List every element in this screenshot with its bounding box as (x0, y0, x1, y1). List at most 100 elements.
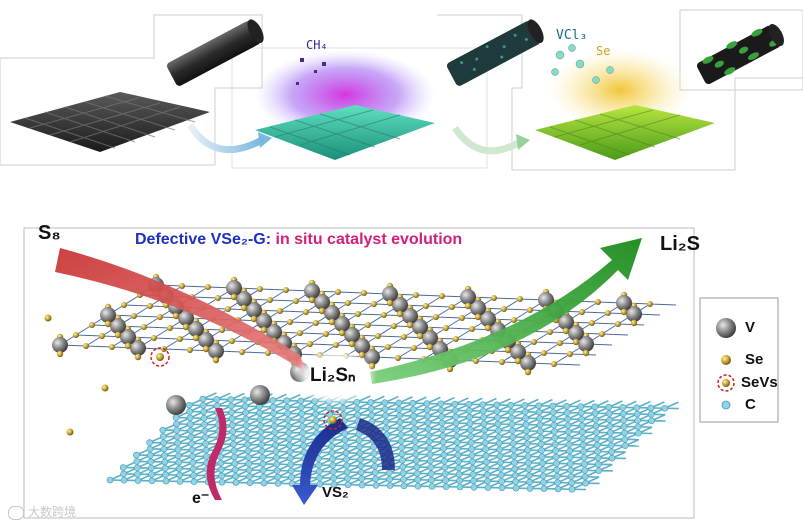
se-atom (365, 322, 371, 328)
se-atom (328, 318, 336, 326)
v-atom (626, 306, 642, 322)
se-atom (541, 350, 547, 356)
title-part2: in situ catalyst evolution (271, 231, 463, 248)
se-atom (104, 320, 112, 328)
v-atom (250, 385, 270, 405)
se-atom (416, 332, 424, 340)
v-atom (460, 289, 476, 305)
se-atom (83, 343, 89, 349)
se-atom (504, 346, 512, 354)
se-atom (524, 368, 532, 376)
se-atom (406, 321, 414, 329)
se-atom (557, 340, 563, 346)
se-atom (56, 350, 64, 358)
se-atom (167, 325, 173, 331)
v-atom (246, 302, 262, 318)
se-atom (527, 307, 533, 313)
v-atom (188, 321, 204, 337)
se-atom (219, 327, 225, 333)
legend-c-label: C (745, 396, 756, 413)
se-atom (212, 356, 220, 364)
se-atom (630, 319, 638, 327)
v-atom (558, 314, 574, 330)
vs2-label: VS₂ (322, 484, 349, 501)
se-atom (157, 314, 163, 320)
se-atom (443, 325, 449, 331)
se-atom (345, 300, 351, 306)
se-atom (395, 355, 401, 361)
v-atom (568, 325, 584, 341)
vcl3-label: VCl₃ (556, 28, 588, 43)
se-atom (179, 283, 185, 289)
se-atom (567, 351, 573, 357)
se-atom (647, 301, 653, 307)
se-atom (141, 324, 147, 330)
se-atom (439, 293, 445, 299)
v-atom (480, 311, 496, 327)
v-atom (130, 340, 146, 356)
se-atom (109, 344, 115, 350)
se-atom (411, 345, 417, 351)
graphene-sheet (106, 392, 679, 493)
se-atom (381, 312, 387, 318)
v-atom (314, 294, 330, 310)
se-atom (605, 310, 611, 316)
se-atom (66, 428, 74, 436)
v-atom (324, 305, 340, 321)
v-atom (538, 292, 554, 308)
se-atom (99, 333, 105, 339)
se-atom (277, 308, 283, 314)
se-atom (391, 323, 397, 329)
se-atom (446, 365, 454, 373)
se-atom (375, 333, 381, 339)
se-atom (620, 308, 628, 316)
se-atom (459, 315, 465, 321)
se-atom (464, 302, 472, 310)
se-atom (257, 286, 263, 292)
v-atom (470, 300, 486, 316)
v-atom (422, 330, 438, 346)
li2sn-label: Li₂Sₙ (310, 365, 356, 386)
v-atom (166, 395, 186, 415)
title-part1: Defective VSe₂-G: (135, 231, 272, 248)
se-atom (205, 284, 211, 290)
se-atom (114, 331, 122, 339)
se-atom (308, 296, 316, 304)
s8-arrow (55, 248, 306, 372)
se-atom (599, 331, 605, 337)
v-atom (344, 327, 360, 343)
watermark: 大数跨境 (8, 503, 76, 520)
electron-ribbon (206, 408, 227, 500)
se-atom (562, 327, 570, 335)
se-atom (124, 342, 132, 350)
se-atom (361, 290, 367, 296)
se-atom (225, 306, 231, 312)
se-atom (318, 307, 326, 315)
se-atom (230, 293, 238, 301)
se-atom (287, 319, 293, 325)
main-panel-frame (23, 227, 695, 519)
se-atom (250, 315, 258, 323)
legend-c-icon (721, 400, 731, 410)
se-atom (426, 343, 434, 351)
v-atom (236, 291, 252, 307)
se-atom (335, 289, 341, 295)
ch4-label: CH₄ (306, 38, 328, 52)
v-atom (120, 329, 136, 345)
legend-se-label: Se (745, 351, 764, 368)
v-atom (354, 338, 370, 354)
v-atom (382, 286, 398, 302)
se-atom (177, 336, 183, 342)
se-atom (44, 314, 52, 322)
se-atom (473, 358, 479, 364)
se-atom (73, 332, 79, 338)
se-atom (172, 312, 180, 320)
se-atom (582, 349, 590, 357)
se-atom (514, 357, 522, 365)
se-top-label: Se (596, 44, 611, 58)
v-atom (392, 297, 408, 313)
se-atom (307, 341, 313, 347)
